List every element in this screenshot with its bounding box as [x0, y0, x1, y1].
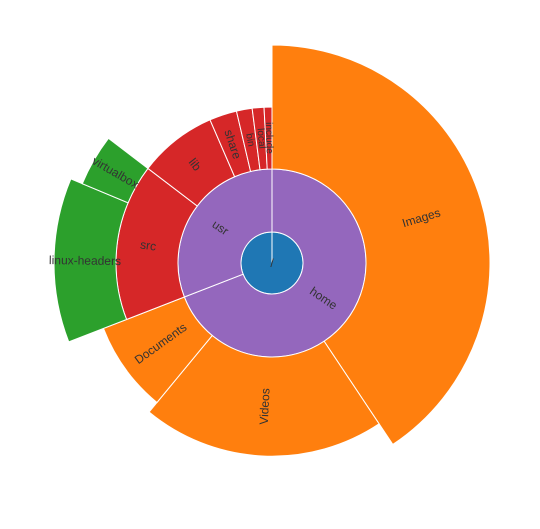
sunburst-label-src: src [139, 237, 157, 253]
sunburst-label-include: include [263, 122, 275, 154]
sunburst-label-local: local [254, 128, 267, 149]
sunburst-segment-videos [148, 334, 380, 457]
sunburst-segment-include [263, 106, 273, 170]
sunburst-segment-linux-headers [53, 178, 129, 343]
sunburst-label-linux-headers: linux-headers [49, 253, 121, 268]
sunburst-label-videos: Videos [257, 388, 273, 425]
sunburst-label-bin: bin [243, 132, 256, 147]
sunburst-segment-virtualbox [81, 137, 149, 204]
sunburst-label-root: / [270, 256, 274, 270]
